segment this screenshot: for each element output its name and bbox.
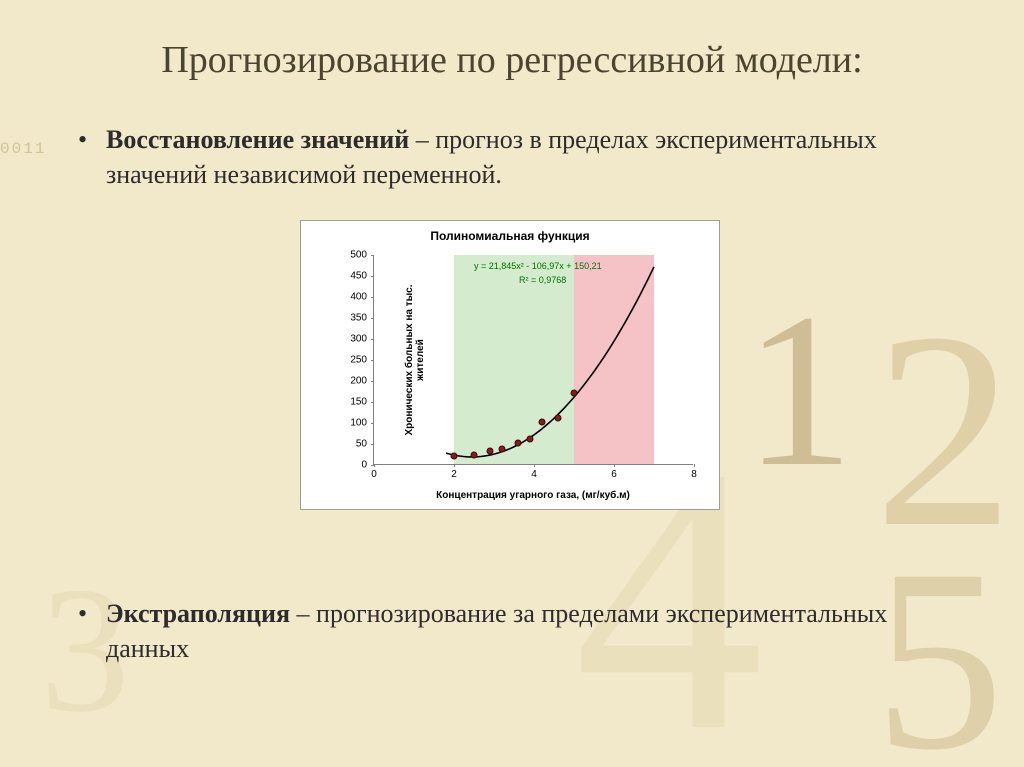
data-point: [571, 389, 578, 396]
plot-wrap: y = 21,845x² - 106,97x + 150,21 R² = 0,9…: [373, 255, 693, 465]
y-tick-label: 0: [337, 460, 367, 471]
y-tick-label: 400: [337, 292, 367, 303]
chart-panel: Полиномиальная функция y = 21,845x² - 10…: [300, 220, 720, 510]
x-tick-label: 2: [451, 469, 457, 480]
data-point: [451, 452, 458, 459]
data-point: [555, 414, 562, 421]
bullet-term: Восстановление значений: [106, 125, 409, 154]
data-point: [527, 435, 534, 442]
slide-title: Прогнозирование по регрессивной модели:: [70, 38, 954, 82]
x-axis-label: Концентрация угарного газа, (мг/куб.м): [436, 490, 630, 501]
data-point: [539, 419, 546, 426]
x-tick-label: 0: [371, 469, 377, 480]
x-tick-label: 6: [611, 469, 617, 480]
y-tick-label: 100: [337, 418, 367, 429]
data-point: [515, 440, 522, 447]
data-point: [471, 451, 478, 458]
x-tick-label: 4: [531, 469, 537, 480]
y-tick-label: 150: [337, 397, 367, 408]
y-tick-label: 350: [337, 313, 367, 324]
chart-title: Полиномиальная функция: [301, 221, 719, 247]
data-point: [487, 448, 494, 455]
y-tick-label: 250: [337, 355, 367, 366]
bullet-item: Восстановление значений – прогноз в пред…: [70, 122, 954, 192]
data-point: [499, 445, 506, 452]
y-tick-label: 300: [337, 334, 367, 345]
y-tick-label: 450: [337, 271, 367, 282]
y-axis-label: Хронических больных на тыс. жителей: [404, 260, 426, 460]
slide-content: Прогнозирование по регрессивной модели: …: [0, 0, 1024, 192]
bullet-2-wrap: Экстраполяция – прогнозирование за преде…: [70, 596, 954, 678]
bullet-item: Экстраполяция – прогнозирование за преде…: [70, 596, 954, 666]
y-tick-label: 200: [337, 376, 367, 387]
y-tick-label: 50: [337, 439, 367, 450]
bullet-term: Экстраполяция: [106, 599, 290, 628]
y-tick-label: 500: [337, 250, 367, 261]
x-tick-label: 8: [691, 469, 697, 480]
